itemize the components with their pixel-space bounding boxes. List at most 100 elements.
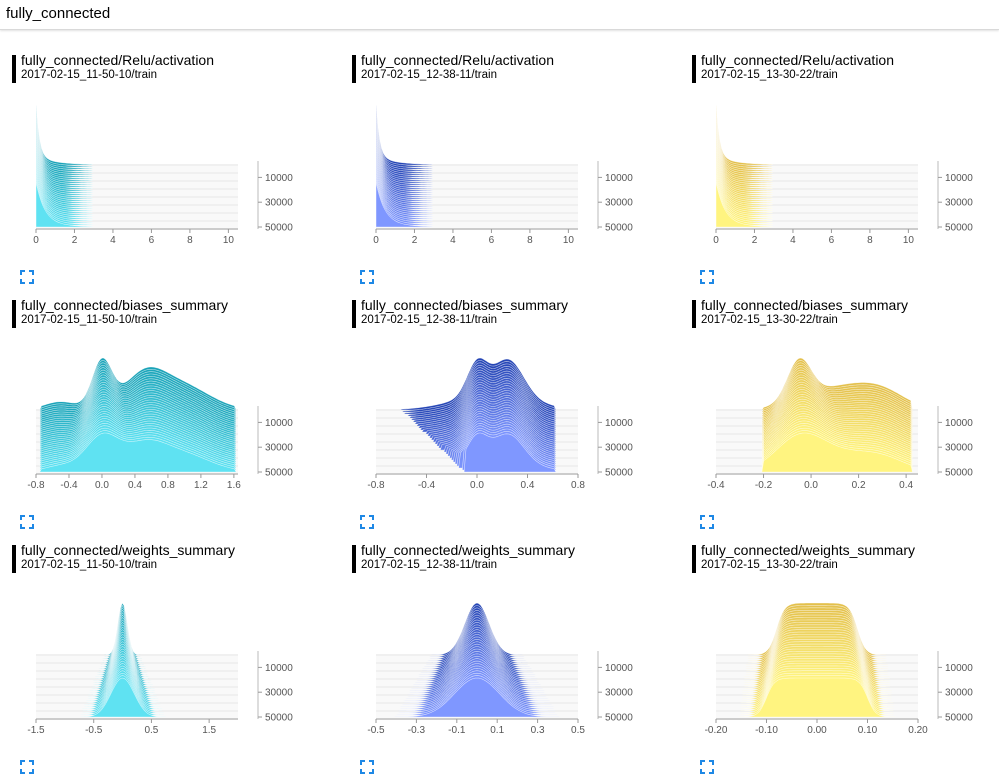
fullscreen-expand-icon[interactable] — [360, 515, 374, 529]
histogram-slice — [35, 104, 238, 166]
x-tick-label: 8 — [187, 235, 193, 246]
histogram-slice — [35, 117, 238, 176]
x-tick-label: 4 — [450, 235, 456, 246]
histogram-chart: 0 2 4 6 8 10 10000 30000 50000 — [713, 104, 973, 246]
histogram-chart: -0.8 -0.4 0.0 0.4 0.8 1.2 1.6 10000 30000 50000 — [27, 357, 293, 491]
histogram-card: fully_connected/Relu/activation 2017-02-1… — [12, 52, 332, 292]
histogram-slice — [715, 181, 918, 228]
histogram-slice — [715, 142, 918, 196]
histogram-slice — [35, 149, 238, 202]
x-tick-label: 0 — [713, 235, 719, 246]
x-tick-label: -0.5 — [367, 725, 385, 736]
histogram-slice — [375, 137, 578, 192]
card-accent-bar — [352, 55, 356, 83]
fullscreen-expand-icon[interactable] — [20, 270, 34, 284]
histogram-slice — [715, 169, 918, 218]
card-accent-bar — [12, 55, 16, 83]
section-title: fully_connected — [6, 5, 111, 22]
x-tick-label: 0 — [33, 235, 39, 246]
chart-title: fully_connected/biases_summary — [361, 297, 568, 313]
histogram-card: fully_connected/weights_summary 2017-02-1… — [692, 542, 999, 782]
histogram-chart: 0 2 4 6 8 10 10000 30000 50000 — [373, 104, 633, 246]
histogram-slice — [376, 677, 578, 718]
histogram-slice — [715, 127, 918, 184]
x-tick-label: 2 — [752, 235, 758, 246]
histogram-slice — [375, 127, 578, 184]
histogram-card: fully_connected/biases_summary 2017-02-15… — [352, 297, 672, 537]
histogram-slice — [36, 629, 238, 678]
histogram-slice — [375, 164, 578, 214]
fullscreen-expand-icon[interactable] — [20, 760, 34, 774]
x-tick-label: 0.0 — [470, 480, 484, 491]
fullscreen-expand-icon[interactable] — [700, 760, 714, 774]
histogram-slice — [715, 109, 918, 170]
histogram-slice — [375, 157, 578, 208]
y-tick-label: 50000 — [605, 468, 633, 479]
chart-title: fully_connected/weights_summary — [21, 542, 235, 558]
y-tick-label: 10000 — [265, 173, 293, 184]
chart-title: fully_connected/weights_summary — [361, 542, 575, 558]
histogram-chart: -1.5 -0.5 0.5 1.5 10000 30000 50000 — [27, 602, 293, 736]
x-tick-label: 0.0 — [804, 480, 818, 491]
x-tick-label: 0 — [373, 235, 379, 246]
chart-title: fully_connected/biases_summary — [701, 297, 908, 313]
card-accent-bar — [692, 55, 696, 83]
run-label: 2017-02-15_13-30-22/train — [701, 69, 838, 81]
histogram-slice — [715, 176, 918, 224]
y-tick-label: 10000 — [265, 663, 293, 674]
histogram-slice — [375, 181, 578, 228]
histogram-slice — [35, 112, 238, 172]
histogram-slice — [36, 604, 238, 658]
histogram-slice — [375, 107, 578, 168]
fullscreen-expand-icon[interactable] — [700, 515, 714, 529]
histogram-slice — [36, 624, 238, 674]
histogram-slice — [35, 181, 238, 228]
y-tick-label: 50000 — [265, 223, 293, 234]
histogram-slice — [375, 104, 578, 166]
x-tick-label: 0.0 — [95, 480, 109, 491]
y-tick-label: 50000 — [605, 223, 633, 234]
histogram-slice — [715, 132, 918, 188]
histogram-slice — [35, 109, 238, 170]
histogram-slice — [715, 134, 918, 190]
histogram-slice — [375, 169, 578, 218]
histogram-slice — [35, 122, 238, 180]
histogram-slice — [715, 104, 918, 166]
histogram-slice — [715, 167, 918, 216]
histogram-slice — [36, 609, 238, 662]
chart-title: fully_connected/Relu/activation — [361, 52, 555, 68]
x-tick-label: -0.20 — [705, 725, 728, 736]
histogram-slice — [36, 634, 238, 682]
histogram-slice — [715, 119, 918, 178]
fullscreen-expand-icon[interactable] — [360, 270, 374, 284]
histogram-slice — [715, 107, 918, 168]
x-tick-label: 0.8 — [571, 480, 585, 491]
histogram-slice — [36, 631, 238, 680]
histogram-chart: 0 2 4 6 8 10 10000 30000 50000 — [33, 104, 293, 246]
y-tick-label: 50000 — [945, 223, 973, 234]
histogram-slice — [35, 127, 238, 184]
y-tick-label: 30000 — [605, 443, 633, 454]
histogram-slice — [715, 159, 918, 210]
histogram-slice — [375, 114, 578, 174]
fullscreen-expand-icon[interactable] — [360, 760, 374, 774]
y-tick-label: 50000 — [265, 713, 293, 724]
x-tick-label: 1.6 — [227, 480, 241, 491]
histogram-slice — [715, 152, 918, 204]
y-tick-label: 10000 — [265, 418, 293, 429]
histogram-slice — [715, 112, 918, 172]
histogram-slice — [35, 152, 238, 204]
histogram-slice — [35, 114, 238, 174]
fullscreen-expand-icon[interactable] — [700, 270, 714, 284]
run-label: 2017-02-15_11-50-10/train — [21, 559, 157, 571]
histogram-slice — [36, 636, 238, 684]
y-tick-label: 10000 — [605, 663, 633, 674]
histogram-slice — [35, 119, 238, 178]
histogram-slice — [35, 167, 238, 216]
histogram-slice — [715, 162, 918, 212]
fullscreen-expand-icon[interactable] — [20, 515, 34, 529]
y-tick-label: 30000 — [265, 198, 293, 209]
y-tick-label: 10000 — [605, 173, 633, 184]
histogram-slice — [715, 122, 918, 180]
histogram-slice — [715, 144, 918, 198]
